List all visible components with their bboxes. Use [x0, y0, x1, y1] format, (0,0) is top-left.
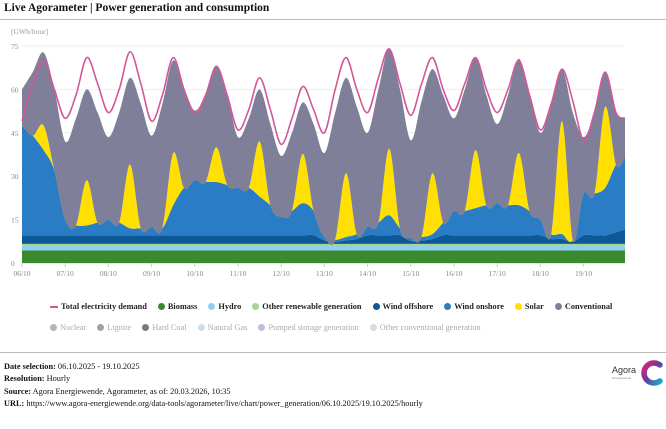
area-other-renewable-generation — [22, 243, 625, 246]
footer-divider — [0, 352, 666, 353]
legend-label: Pumped storage generation — [268, 323, 359, 332]
source-label: Source: — [4, 386, 32, 396]
dot-marker-icon — [554, 303, 562, 310]
unit-label: [GWh/hour] — [11, 27, 48, 36]
page-title: Live Agorameter | Power generation and c… — [4, 2, 270, 14]
x-tick-label: 06/10 — [13, 269, 30, 278]
y-tick-label: 0 — [11, 259, 15, 268]
x-tick-label: 13/10 — [316, 269, 333, 278]
area-hydro — [22, 245, 625, 251]
legend-label: Wind offshore — [382, 302, 434, 311]
legend-item-wind-offshore[interactable]: Wind offshore — [372, 302, 434, 311]
x-tick-label: 17/10 — [489, 269, 506, 278]
url-link[interactable]: https://www.agora-energiewende.org/data-… — [26, 398, 423, 408]
x-tick-label: 18/10 — [532, 269, 549, 278]
dot-marker-icon — [142, 324, 150, 331]
x-tick-label: 10/10 — [186, 269, 203, 278]
legend-label: Nuclear — [60, 323, 87, 332]
legend-active: Total electricity demand Biomass Hydro Othe… — [50, 302, 612, 311]
x-tick-label: 11/10 — [230, 269, 247, 278]
area-wind-onshore — [22, 125, 625, 242]
logo-subtext: Energiewende — [612, 376, 632, 380]
legend-item-hard-coal[interactable]: Hard Coal — [142, 323, 187, 332]
source-value: Agora Energiewende, Agorameter, as of: 2… — [32, 386, 231, 396]
legend-label: Natural Gas — [207, 323, 248, 332]
y-tick-label: 15 — [11, 216, 19, 225]
legend-label: Hard Coal — [152, 323, 187, 332]
area-wind-offshore — [22, 229, 625, 244]
legend-item-pumped-storage-generation[interactable]: Pumped storage generation — [258, 323, 359, 332]
y-tick-label: 45 — [11, 129, 19, 138]
dot-marker-icon — [514, 303, 522, 310]
date-label: Date selection: — [4, 362, 56, 371]
legend-item-natural-gas[interactable]: Natural Gas — [197, 323, 248, 332]
legend-item-other-renewable-generation[interactable]: Other renewable generation — [252, 302, 362, 311]
legend-label: Other conventional generation — [379, 323, 481, 332]
legend-item-wind-onshore[interactable]: Wind onshore — [444, 302, 504, 311]
legend-label: Hydro — [218, 302, 242, 311]
x-tick-label: 09/10 — [143, 269, 160, 278]
line-marker-icon — [50, 305, 58, 308]
resolution-label: Resolution: — [4, 374, 45, 384]
stacked-area-chart: [GWh/hour] 0 15 30 45 60 75 06/10 07/10 08/10 09… — [11, 27, 626, 278]
legend-item-hydro[interactable]: Hydro — [208, 302, 241, 311]
y-tick-label: 30 — [11, 172, 19, 181]
y-tick-label: 60 — [11, 85, 19, 94]
area-solar — [22, 106, 625, 245]
legend-label: Wind onshore — [454, 302, 504, 311]
x-tick-label: 08/10 — [100, 269, 117, 278]
dot-marker-icon — [252, 303, 260, 310]
legend-label: Total electricity demand — [61, 302, 147, 311]
legend-label: Solar — [524, 302, 544, 311]
legend-item-nuclear[interactable]: Nuclear — [50, 323, 86, 332]
footer-info: Date selection: 06.10.2025 - 19.10.2025 … — [4, 361, 423, 410]
area-conventional — [22, 48, 625, 245]
dot-marker-icon — [50, 324, 57, 331]
legend-item-biomass[interactable]: Biomass — [157, 302, 198, 311]
url-label: URL: — [4, 398, 25, 408]
legend-label: Biomass — [167, 302, 198, 311]
dot-marker-icon — [97, 324, 105, 331]
legend-item-total-electricity-demand[interactable]: Total electricity demand — [50, 302, 147, 311]
dot-marker-icon — [197, 324, 205, 331]
area-biomass — [22, 250, 625, 263]
date-value: 06.10.2025 - 19.10.2025 — [57, 362, 140, 371]
title-divider — [0, 19, 666, 20]
resolution-value: Hourly — [46, 374, 71, 384]
line-total-electricity-demand — [21, 48, 626, 146]
dot-marker-icon — [157, 303, 165, 310]
dot-marker-icon — [208, 303, 216, 310]
legend-hidden: Nuclear Lignite Hard Coal Natural Gas Pumped… — [50, 323, 481, 332]
x-tick-label: 16/10 — [445, 269, 462, 278]
dot-marker-icon — [258, 324, 266, 331]
dot-marker-icon — [372, 303, 380, 310]
legend-label: Conventional — [564, 302, 613, 311]
x-tick-label: 14/10 — [359, 269, 376, 278]
x-tick-label: 07/10 — [57, 269, 74, 278]
dot-marker-icon — [444, 303, 452, 310]
legend-item-conventional[interactable]: Conventional — [554, 302, 613, 311]
y-tick-label: 75 — [11, 42, 19, 51]
legend-item-solar[interactable]: Solar — [514, 302, 544, 311]
x-tick-label: 12/10 — [273, 269, 290, 278]
x-tick-label: 19/10 — [575, 269, 592, 278]
x-tick-label: 15/10 — [402, 269, 419, 278]
logo-text: Agora — [612, 365, 636, 375]
legend-item-lignite[interactable]: Lignite — [97, 323, 131, 332]
legend-item-other-conventional-generation[interactable]: Other conventional generation — [369, 323, 481, 332]
legend-label: Other renewable generation — [262, 302, 362, 311]
agora-logo: Agora Energiewende — [612, 360, 663, 386]
legend-label: Lignite — [107, 323, 132, 332]
logo-swirl-icon — [641, 360, 663, 386]
dot-marker-icon — [369, 324, 377, 331]
